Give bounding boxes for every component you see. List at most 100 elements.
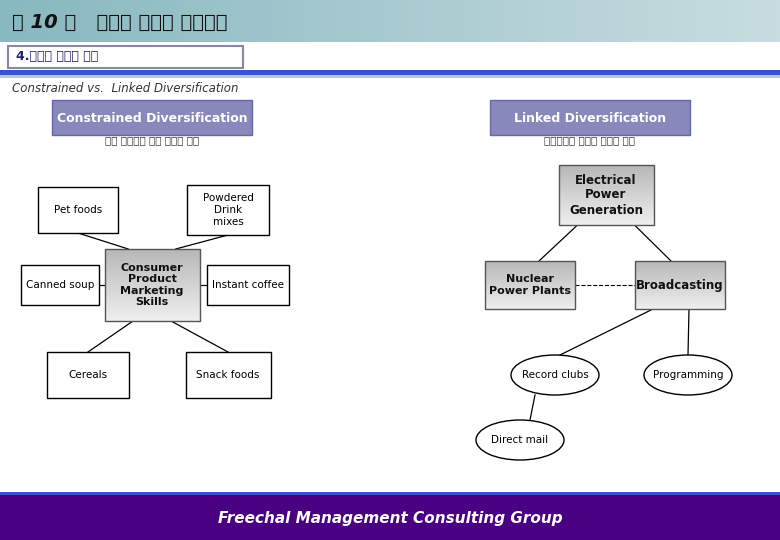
Bar	[635, 296, 725, 298]
Text: Direct mail: Direct mail	[491, 435, 548, 445]
Bar	[485, 307, 575, 309]
Bar	[105, 268, 200, 271]
Bar	[485, 298, 575, 299]
Text: Constrained vs.  Linked Diversification: Constrained vs. Linked Diversification	[12, 82, 239, 94]
Bar	[0, 70, 780, 75]
Bar	[635, 284, 725, 285]
Text: Electrical
Power
Generation: Electrical Power Generation	[569, 173, 643, 217]
Bar	[558, 219, 654, 221]
Bar	[105, 309, 200, 312]
Bar	[558, 211, 654, 213]
Bar	[485, 261, 575, 262]
Bar	[485, 266, 575, 267]
Bar	[485, 290, 575, 292]
Bar	[558, 181, 654, 183]
Bar	[558, 165, 654, 167]
Bar	[485, 272, 575, 274]
Bar	[635, 277, 725, 279]
Bar	[558, 167, 654, 169]
Bar	[105, 297, 200, 299]
Bar	[105, 302, 200, 304]
Bar	[105, 259, 200, 261]
Bar	[0, 492, 780, 495]
Bar	[105, 290, 200, 292]
Ellipse shape	[476, 420, 564, 460]
Bar	[635, 261, 725, 262]
Bar	[186, 352, 271, 398]
Bar	[105, 299, 200, 302]
Bar	[558, 175, 654, 177]
Bar	[558, 187, 654, 189]
Bar	[105, 292, 200, 295]
Bar	[105, 275, 200, 278]
Bar	[485, 304, 575, 306]
Bar	[558, 179, 654, 181]
Bar	[635, 262, 725, 264]
Bar	[485, 275, 575, 277]
Bar	[105, 314, 200, 316]
Text: 핵심역량의 사업간 국한된 공유: 핵심역량의 사업간 국한된 공유	[544, 135, 636, 145]
Bar	[558, 177, 654, 179]
Bar	[635, 279, 725, 280]
Bar	[635, 285, 725, 287]
Bar	[105, 282, 200, 285]
Bar	[105, 254, 200, 256]
Bar	[105, 252, 200, 254]
Bar	[485, 306, 575, 307]
Text: Pet foods: Pet foods	[54, 205, 102, 215]
Bar	[485, 296, 575, 298]
Bar	[485, 284, 575, 285]
Bar	[558, 205, 654, 207]
Bar	[105, 312, 200, 314]
Bar	[105, 304, 200, 307]
Bar	[635, 307, 725, 309]
Bar	[485, 293, 575, 295]
Bar	[635, 292, 725, 293]
Bar	[635, 280, 725, 282]
Bar	[8, 46, 243, 68]
Ellipse shape	[644, 355, 732, 395]
Bar	[105, 280, 200, 282]
Bar	[105, 285, 200, 287]
Bar	[635, 304, 725, 306]
Bar	[105, 319, 200, 321]
Bar	[21, 265, 99, 305]
Bar	[558, 193, 654, 195]
Bar	[558, 197, 654, 199]
Text: Consumer
Product
Marketing
Skills: Consumer Product Marketing Skills	[120, 262, 183, 307]
Bar	[105, 249, 200, 252]
Bar	[558, 213, 654, 215]
Bar	[485, 301, 575, 302]
Bar	[635, 271, 725, 272]
Bar	[558, 223, 654, 225]
Bar	[558, 217, 654, 219]
Bar	[635, 288, 725, 290]
Bar	[635, 264, 725, 266]
Bar	[635, 266, 725, 267]
Bar	[558, 169, 654, 171]
Bar	[485, 267, 575, 269]
Bar	[485, 277, 575, 279]
Bar	[105, 278, 200, 280]
Bar	[558, 183, 654, 185]
Text: Nuclear
Power Plants: Nuclear Power Plants	[489, 274, 571, 296]
Bar	[105, 264, 200, 266]
Bar	[485, 288, 575, 290]
Bar	[38, 187, 118, 233]
Bar	[635, 272, 725, 274]
Text: Freechal Management Consulting Group: Freechal Management Consulting Group	[218, 510, 562, 525]
Bar	[558, 199, 654, 201]
Bar	[485, 287, 575, 288]
Bar	[187, 185, 269, 235]
Bar	[485, 282, 575, 284]
Bar	[558, 191, 654, 193]
Bar	[635, 302, 725, 304]
Bar	[558, 203, 654, 205]
Bar	[635, 301, 725, 302]
Bar	[558, 165, 654, 225]
Text: Record clubs: Record clubs	[522, 370, 588, 380]
Text: 특정 핵심역량 중심 긴밀한 연결: 특정 핵심역량 중심 긴밀한 연결	[105, 135, 199, 145]
Text: Constrained Diversification: Constrained Diversification	[57, 111, 247, 125]
Bar	[558, 209, 654, 211]
Bar	[0, 495, 780, 540]
